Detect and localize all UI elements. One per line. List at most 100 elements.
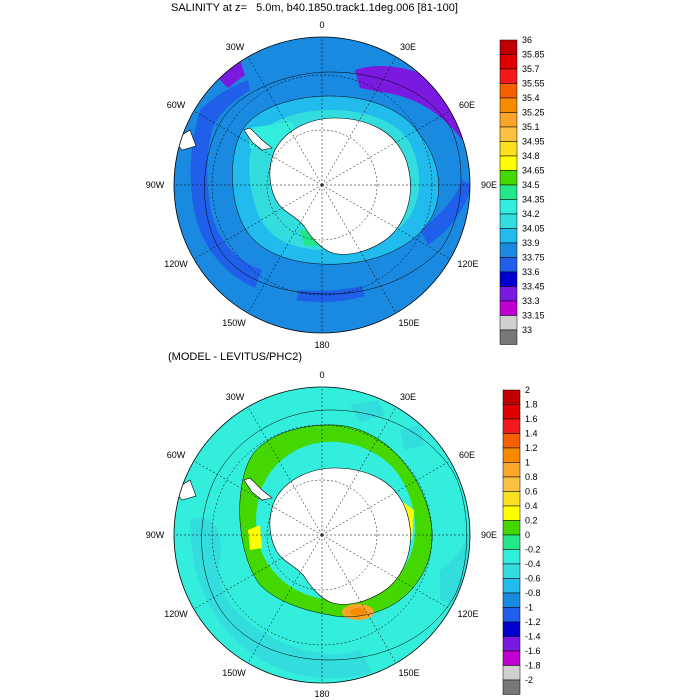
lon-label: 30W [226,42,245,52]
difference-colorbar-label: -2 [525,675,533,685]
salinity-colorbar-label: 35.7 [522,64,540,74]
lon-label: 30W [226,392,245,402]
lon-label: 30E [400,42,416,52]
difference-colorbar-label: 1.2 [525,443,538,453]
lon-label: 150W [222,668,246,678]
salinity-colorbar-swatch [499,257,518,273]
salinity-colorbar-label: 35.4 [522,93,540,103]
difference-colorbar-swatch [502,650,521,666]
salinity-colorbar-swatch [499,97,518,113]
salinity-colorbar-swatch [499,126,518,142]
lon-label: 120E [457,259,478,269]
salinity-colorbar-swatch [499,54,518,70]
salinity-colorbar-label: 35.85 [522,50,545,60]
salinity-colorbar-label: 33.3 [522,296,540,306]
difference-colorbar-swatch [502,607,521,623]
difference-colorbar-swatch [502,520,521,536]
difference-colorbar: 2 1.8 1.6 1.4 1.2 1 0.8 0.6 0.4 0.2 0 -0.2 -0.4 -0.6 -… [502,385,541,695]
difference-colorbar-swatch [502,433,521,449]
lon-label: 60W [167,100,186,110]
salinity-colorbar-label: 35.1 [522,122,540,132]
salinity-colorbar-label: 36 [522,35,532,45]
difference-colorbar-swatch [502,534,521,550]
lon-label: 120W [164,609,188,619]
lon-label: 150W [222,318,246,328]
difference-colorbar-label: 0 [525,530,530,540]
difference-colorbar-label: 0.2 [525,516,538,526]
salinity-acc-band-west [190,80,262,288]
difference-colorbar-swatch [502,418,521,434]
difference-colorbar-swatch [502,491,521,507]
salinity-lon-labels: 0 30E 60E 90E 120E 150E 180 150W 120W 90… [146,20,497,350]
difference-negative-patch [350,400,385,422]
lon-label: 150E [398,318,419,328]
salinity-polar-map: 0 30E 60E 90E 120E 150E 180 150W 120W 90… [146,20,545,350]
lon-label: 60E [459,100,475,110]
salinity-colorbar-swatch [499,155,518,171]
difference-colorbar-swatch [502,462,521,478]
difference-colorbar-label: 2 [525,385,530,395]
salinity-colorbar-swatch [499,315,518,331]
salinity-colorbar-swatch [499,68,518,84]
salinity-colorbar-swatch [499,228,518,244]
salinity-purple-patch [215,60,245,88]
difference-colorbar-label: 0.4 [525,501,538,511]
salinity-colorbar-swatch [499,170,518,186]
difference-colorbar-swatch [502,549,521,565]
lon-label: 120E [457,609,478,619]
salinity-colorbar-label: 34.8 [522,151,540,161]
difference-colorbar-label: -1.8 [525,661,541,671]
difference-colorbar-swatch [502,621,521,637]
salinity-colorbar-label: 34.95 [522,137,545,147]
difference-map-title: (MODEL - LEVITUS/PHC2) [168,351,303,363]
lon-label: 120W [164,259,188,269]
lon-label: 90W [146,530,165,540]
salinity-colorbar-label: 34.35 [522,195,545,205]
salinity-colorbar-label: 34.05 [522,224,545,234]
lon-label: 90W [146,180,165,190]
difference-colorbar-swatch [502,389,521,405]
difference-lon-labels: 0 30E 60E 90E 120E 150E 180 150W 120W 90… [146,370,497,699]
difference-colorbar-label: -0.2 [525,545,541,555]
difference-colorbar-swatch [502,505,521,521]
difference-colorbar-swatch [502,578,521,594]
lon-label: 60E [459,450,475,460]
salinity-colorbar-label: 33.45 [522,282,545,292]
salinity-graticule [174,37,470,333]
salinity-colorbar-swatch [499,184,518,200]
difference-colorbar-label: 1.4 [525,429,538,439]
lon-label: 180 [314,340,329,350]
difference-colorbar-label: 0.6 [525,487,538,497]
lon-label: 0 [319,370,324,380]
difference-colorbar-label: 0.8 [525,472,538,482]
salinity-map-title: SALINITY at z= 5.0m, b40.1850.track1.1de… [171,2,458,14]
salinity-colorbar-label: 35.55 [522,79,545,89]
salinity-colorbar-label: 33.9 [522,238,540,248]
difference-colorbar-swatch [502,679,521,695]
salinity-colorbar-swatch [499,141,518,157]
lon-label: 150E [398,668,419,678]
salinity-colorbar-label: 33.75 [522,253,545,263]
lon-label: 90E [481,180,497,190]
difference-colorbar-label: 1.6 [525,414,538,424]
difference-colorbar-label: -1.4 [525,632,541,642]
salinity-colorbar-swatch [499,83,518,99]
difference-colorbar-swatch [502,592,521,608]
difference-colorbar-swatch [502,404,521,420]
difference-colorbar-swatch [502,665,521,681]
lon-label: 90E [481,530,497,540]
salinity-colorbar-label: 35.25 [522,108,545,118]
difference-colorbar-swatch [502,636,521,652]
salinity-colorbar-swatch [499,271,518,287]
difference-colorbar-swatch [502,476,521,492]
difference-colorbar-label: 1.8 [525,400,538,410]
difference-antarctica-land [269,467,411,605]
salinity-colorbar-label: 33.15 [522,311,545,321]
difference-colorbar-swatch [502,447,521,463]
salinity-colorbar-swatch [499,286,518,302]
salinity-colorbar-swatch [499,39,518,55]
salinity-map-border [173,36,471,334]
difference-colorbar-label: -0.8 [525,588,541,598]
difference-colorbar-swatch [502,563,521,579]
salinity-colorbar-label: 34.2 [522,209,540,219]
